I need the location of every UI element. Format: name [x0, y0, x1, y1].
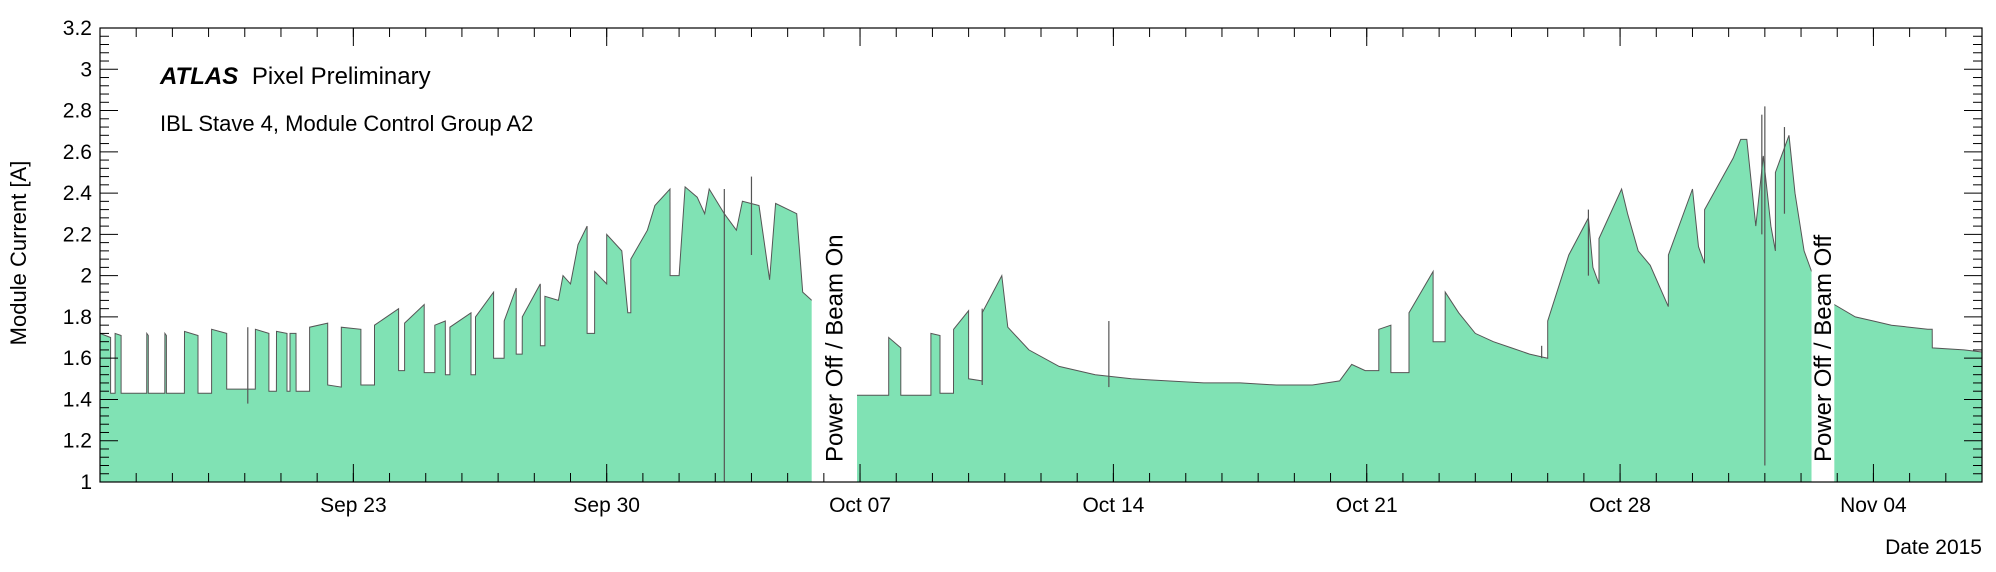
y-tick-label: 2 — [80, 265, 92, 288]
chart-subtitle: IBL Stave 4, Module Control Group A2 — [160, 111, 533, 136]
y-tick-label: 3 — [80, 58, 92, 81]
y-tick-label: 2.8 — [63, 100, 92, 123]
x-tick-label: Nov 04 — [1840, 494, 1907, 517]
x-axis-label: Date 2015 — [1885, 536, 1982, 559]
y-tick-label: 2.2 — [63, 223, 92, 246]
x-tick-label: Oct 14 — [1082, 494, 1144, 517]
y-tick-label: 1.8 — [63, 306, 92, 329]
current-line-2 — [857, 135, 1813, 396]
y-tick-label: 1 — [80, 471, 92, 494]
y-tick-label: 3.2 — [63, 17, 92, 40]
x-tick-label: Oct 07 — [829, 494, 891, 517]
current-line-1 — [99, 185, 813, 394]
y-tick-label: 2.6 — [63, 141, 92, 164]
gap-annotations: Power Off / Beam On Power Off / Beam Off — [811, 29, 1837, 481]
y-axis-label: Module Current [A] — [6, 161, 31, 346]
y-tick-label: 1.4 — [63, 388, 93, 411]
y-tick-label: 1.6 — [63, 347, 92, 370]
x-tick-label: Sep 30 — [573, 494, 640, 517]
atlas-experiment: ATLAS — [159, 63, 238, 90]
current-area-2 — [857, 135, 1812, 483]
power-gap-label: Power Off / Beam Off — [1810, 234, 1837, 462]
power-gap-band — [811, 29, 858, 481]
atlas-status: Pixel Preliminary — [252, 63, 431, 90]
current-line-3 — [1833, 304, 1983, 353]
x-tick-label: Sep 23 — [320, 494, 387, 517]
atlas-label: ATLAS Pixel Preliminary — [159, 63, 431, 90]
y-tick-label: 1.2 — [63, 430, 92, 453]
current-area-1 — [100, 186, 812, 482]
data-layer — [99, 106, 1983, 483]
x-tick-label: Oct 28 — [1589, 494, 1651, 517]
axes: 1 1.2 1.4 1.6 1.8 2 2.2 2.4 2.6 2.8 3 3.2 Sep 23 Sep … — [63, 17, 1982, 517]
y-tick-label: 2.4 — [63, 182, 93, 205]
x-tick-label: Oct 21 — [1336, 494, 1398, 517]
power-gap-band — [1811, 29, 1835, 481]
power-gap-label: Power Off / Beam On — [821, 234, 848, 462]
